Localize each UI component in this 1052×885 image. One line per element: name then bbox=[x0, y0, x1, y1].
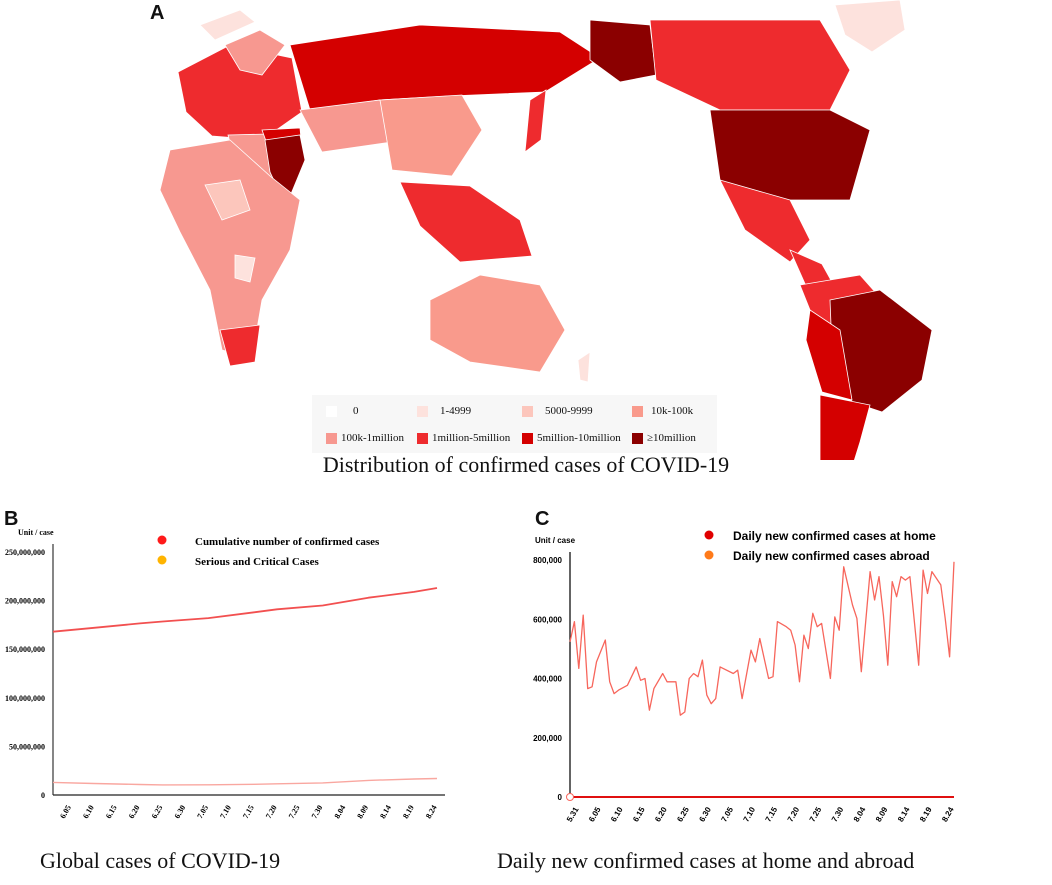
map-region-southeast-asia bbox=[399, 181, 533, 263]
map-region-japan bbox=[524, 89, 547, 153]
legend-label-1: Serious and Critical Cases bbox=[195, 556, 319, 568]
legend-swatch bbox=[326, 405, 337, 417]
map-region-china bbox=[379, 94, 483, 177]
map-region-peru-bolivia bbox=[805, 309, 853, 401]
x-tick-label: 7.05 bbox=[719, 805, 735, 823]
map-region-central-africa bbox=[234, 254, 256, 283]
legend-swatch bbox=[522, 432, 533, 444]
y-tick-label: 600,000 bbox=[533, 615, 562, 624]
map-region-alaska bbox=[589, 19, 657, 83]
x-tick-label: 7.30 bbox=[830, 805, 846, 823]
map-region-arctic-islands bbox=[199, 9, 256, 41]
legend-label: 5000-9999 bbox=[545, 405, 593, 417]
y-tick-label: 50,000,000 bbox=[9, 742, 45, 751]
legend-item: 0 bbox=[326, 405, 359, 417]
chart-b-caption: Global cases of COVID-19 bbox=[40, 848, 281, 873]
legend-label: ≥10million bbox=[647, 432, 696, 444]
series-line-1 bbox=[569, 561, 955, 716]
legend-marker-1 bbox=[157, 555, 167, 565]
x-tick-label: 8.04 bbox=[852, 805, 868, 823]
legend-swatch bbox=[632, 432, 643, 444]
legend-label-0: Cumulative number of confirmed cases bbox=[195, 536, 380, 548]
legend-swatch bbox=[522, 405, 533, 417]
world-map bbox=[159, 0, 933, 460]
panel-label-c: C bbox=[535, 508, 550, 530]
map-region-new-zealand bbox=[577, 351, 591, 383]
series-line-1 bbox=[52, 777, 438, 786]
legend-item: 5000-9999 bbox=[522, 405, 593, 417]
x-tick-label: 8.14 bbox=[896, 805, 912, 823]
map-region-mexico bbox=[719, 179, 811, 263]
y-tick-label: 800,000 bbox=[533, 556, 562, 565]
map-region-india bbox=[264, 134, 306, 207]
x-tick-label: 6.20 bbox=[653, 805, 669, 823]
legend-item: 1-4999 bbox=[417, 405, 471, 417]
x-tick-label: 6.25 bbox=[675, 805, 691, 823]
y-tick-label: 100,000,000 bbox=[5, 694, 45, 703]
x-tick-label: 5.31 bbox=[565, 805, 581, 823]
map-region-argentina-chile bbox=[819, 394, 871, 460]
legend-swatch bbox=[632, 405, 643, 417]
legend-item: ≥10million bbox=[632, 432, 696, 444]
x-tick-label: 6.15 bbox=[631, 805, 647, 823]
legend-item: 10k-100k bbox=[632, 405, 693, 417]
x-tick-label: 6.05 bbox=[587, 805, 603, 823]
x-tick-label: 8.19 bbox=[918, 805, 934, 823]
y-axis-unit-label: Unit / case bbox=[18, 528, 54, 537]
x-tick-label: 6.10 bbox=[609, 805, 625, 823]
panel-label-b: B bbox=[4, 508, 19, 530]
x-tick-label: 7.10 bbox=[742, 805, 758, 823]
y-tick-label: 0 bbox=[558, 793, 563, 802]
chart-c-caption: Daily new confirmed cases at home and ab… bbox=[497, 848, 915, 873]
map-region-australia bbox=[429, 274, 566, 373]
x-tick-label: 8.09 bbox=[874, 805, 890, 823]
chart-global-cases: Unit / case 0 50,000,000 100,000,000 150,000… bbox=[5, 528, 445, 820]
legend-label-1: Daily new confirmed cases abroad bbox=[733, 549, 930, 563]
legend-swatch bbox=[417, 432, 428, 444]
chart-daily-new-cases: Unit / case 0 200,000 400,000 600,000 800,000… bbox=[533, 529, 956, 823]
legend-item: 5million-10million bbox=[522, 432, 621, 444]
map-caption: Distribution of confirmed cases of COVID… bbox=[322, 452, 730, 477]
map-region-sahel bbox=[204, 179, 251, 221]
y-tick-label: 200,000 bbox=[533, 734, 562, 743]
legend-marker-0 bbox=[704, 530, 714, 540]
legend-label: 0 bbox=[353, 405, 359, 417]
legend-label: 10k-100k bbox=[651, 405, 694, 417]
x-tick-label: 8.24 bbox=[940, 805, 956, 823]
legend-label: 100k-1million bbox=[341, 432, 404, 444]
map-region-greenland bbox=[834, 0, 906, 53]
legend-label: 1million-5million bbox=[432, 432, 511, 444]
y-axis-unit-label: Unit / case bbox=[535, 536, 576, 545]
legend-marker-0 bbox=[157, 535, 167, 545]
x-tick-label: 7.20 bbox=[786, 805, 802, 823]
legend-marker-1 bbox=[704, 550, 714, 560]
y-tick-label: 250,000,000 bbox=[5, 548, 45, 557]
legend-label-0: Daily new confirmed cases at home bbox=[733, 529, 936, 543]
origin-marker bbox=[566, 793, 574, 801]
legend-swatch bbox=[417, 405, 428, 417]
map-legend: 0 1-4999 5000-9999 10k-100k 100k-1millio… bbox=[312, 395, 717, 453]
legend-item: 100k-1million bbox=[326, 432, 404, 444]
legend-swatch bbox=[326, 432, 337, 444]
y-tick-label: 400,000 bbox=[533, 675, 562, 684]
legend-label: 1-4999 bbox=[440, 405, 472, 417]
series-line-0 bbox=[52, 587, 438, 633]
y-tick-label: 200,000,000 bbox=[5, 597, 45, 606]
y-tick-label: 150,000,000 bbox=[5, 645, 45, 654]
map-region-south-africa bbox=[219, 324, 261, 367]
legend-item: 1million-5million bbox=[417, 432, 510, 444]
map-region-scandinavia bbox=[224, 29, 286, 76]
x-tick-label: 6.30 bbox=[697, 805, 713, 823]
y-tick-label: 0 bbox=[41, 791, 45, 800]
legend-label: 5million-10million bbox=[537, 432, 621, 444]
x-tick-label: 7.15 bbox=[764, 805, 780, 823]
x-tick-label: 7.25 bbox=[808, 805, 824, 823]
panel-label-a: A bbox=[150, 2, 165, 24]
